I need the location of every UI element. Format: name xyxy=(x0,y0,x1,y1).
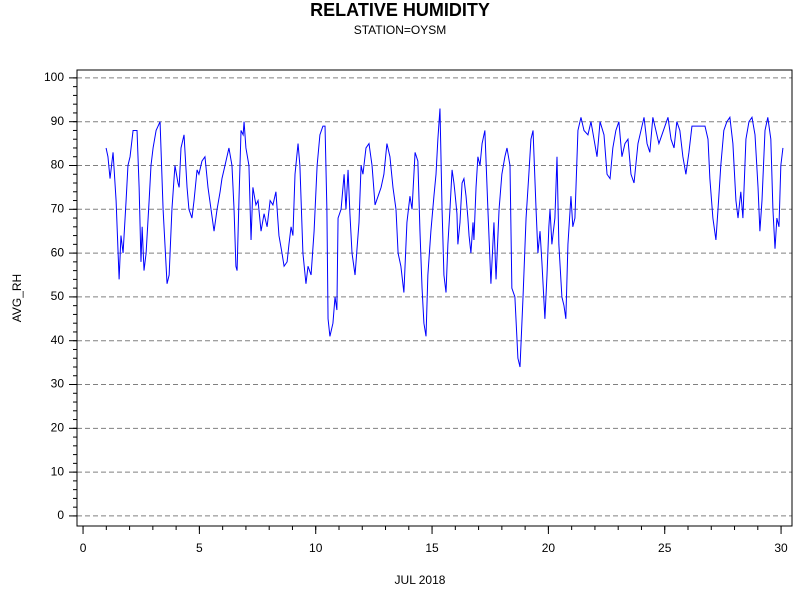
x-tick-label: 20 xyxy=(542,541,556,555)
y-tick-label: 50 xyxy=(51,289,65,303)
y-tick-label: 60 xyxy=(51,245,65,259)
y-tick-label: 40 xyxy=(51,333,65,347)
y-tick-label: 30 xyxy=(51,377,65,391)
y-tick-label: 70 xyxy=(51,201,65,215)
x-tick-label: 15 xyxy=(425,541,439,555)
x-tick-label: 5 xyxy=(196,541,203,555)
x-tick-label: 0 xyxy=(80,541,87,555)
chart-subtitle: STATION=OYSM xyxy=(354,23,447,37)
y-tick-label: 10 xyxy=(51,464,65,478)
x-tick-label: 10 xyxy=(309,541,323,555)
y-axis-label: AVG_RH xyxy=(10,274,24,322)
data-line xyxy=(105,108,784,368)
y-tick-label: 100 xyxy=(44,70,64,84)
plot-frame xyxy=(76,69,793,527)
y-tick-label: 80 xyxy=(51,158,65,172)
x-tick-label: 30 xyxy=(774,541,788,555)
y-tick-label: 90 xyxy=(51,114,65,128)
y-tick-label: 20 xyxy=(51,420,65,434)
x-tick-label: 25 xyxy=(658,541,672,555)
chart-title: RELATIVE HUMIDITY xyxy=(310,0,490,20)
y-tick-label: 0 xyxy=(57,508,64,522)
x-axis-label: JUL 2018 xyxy=(395,573,446,587)
